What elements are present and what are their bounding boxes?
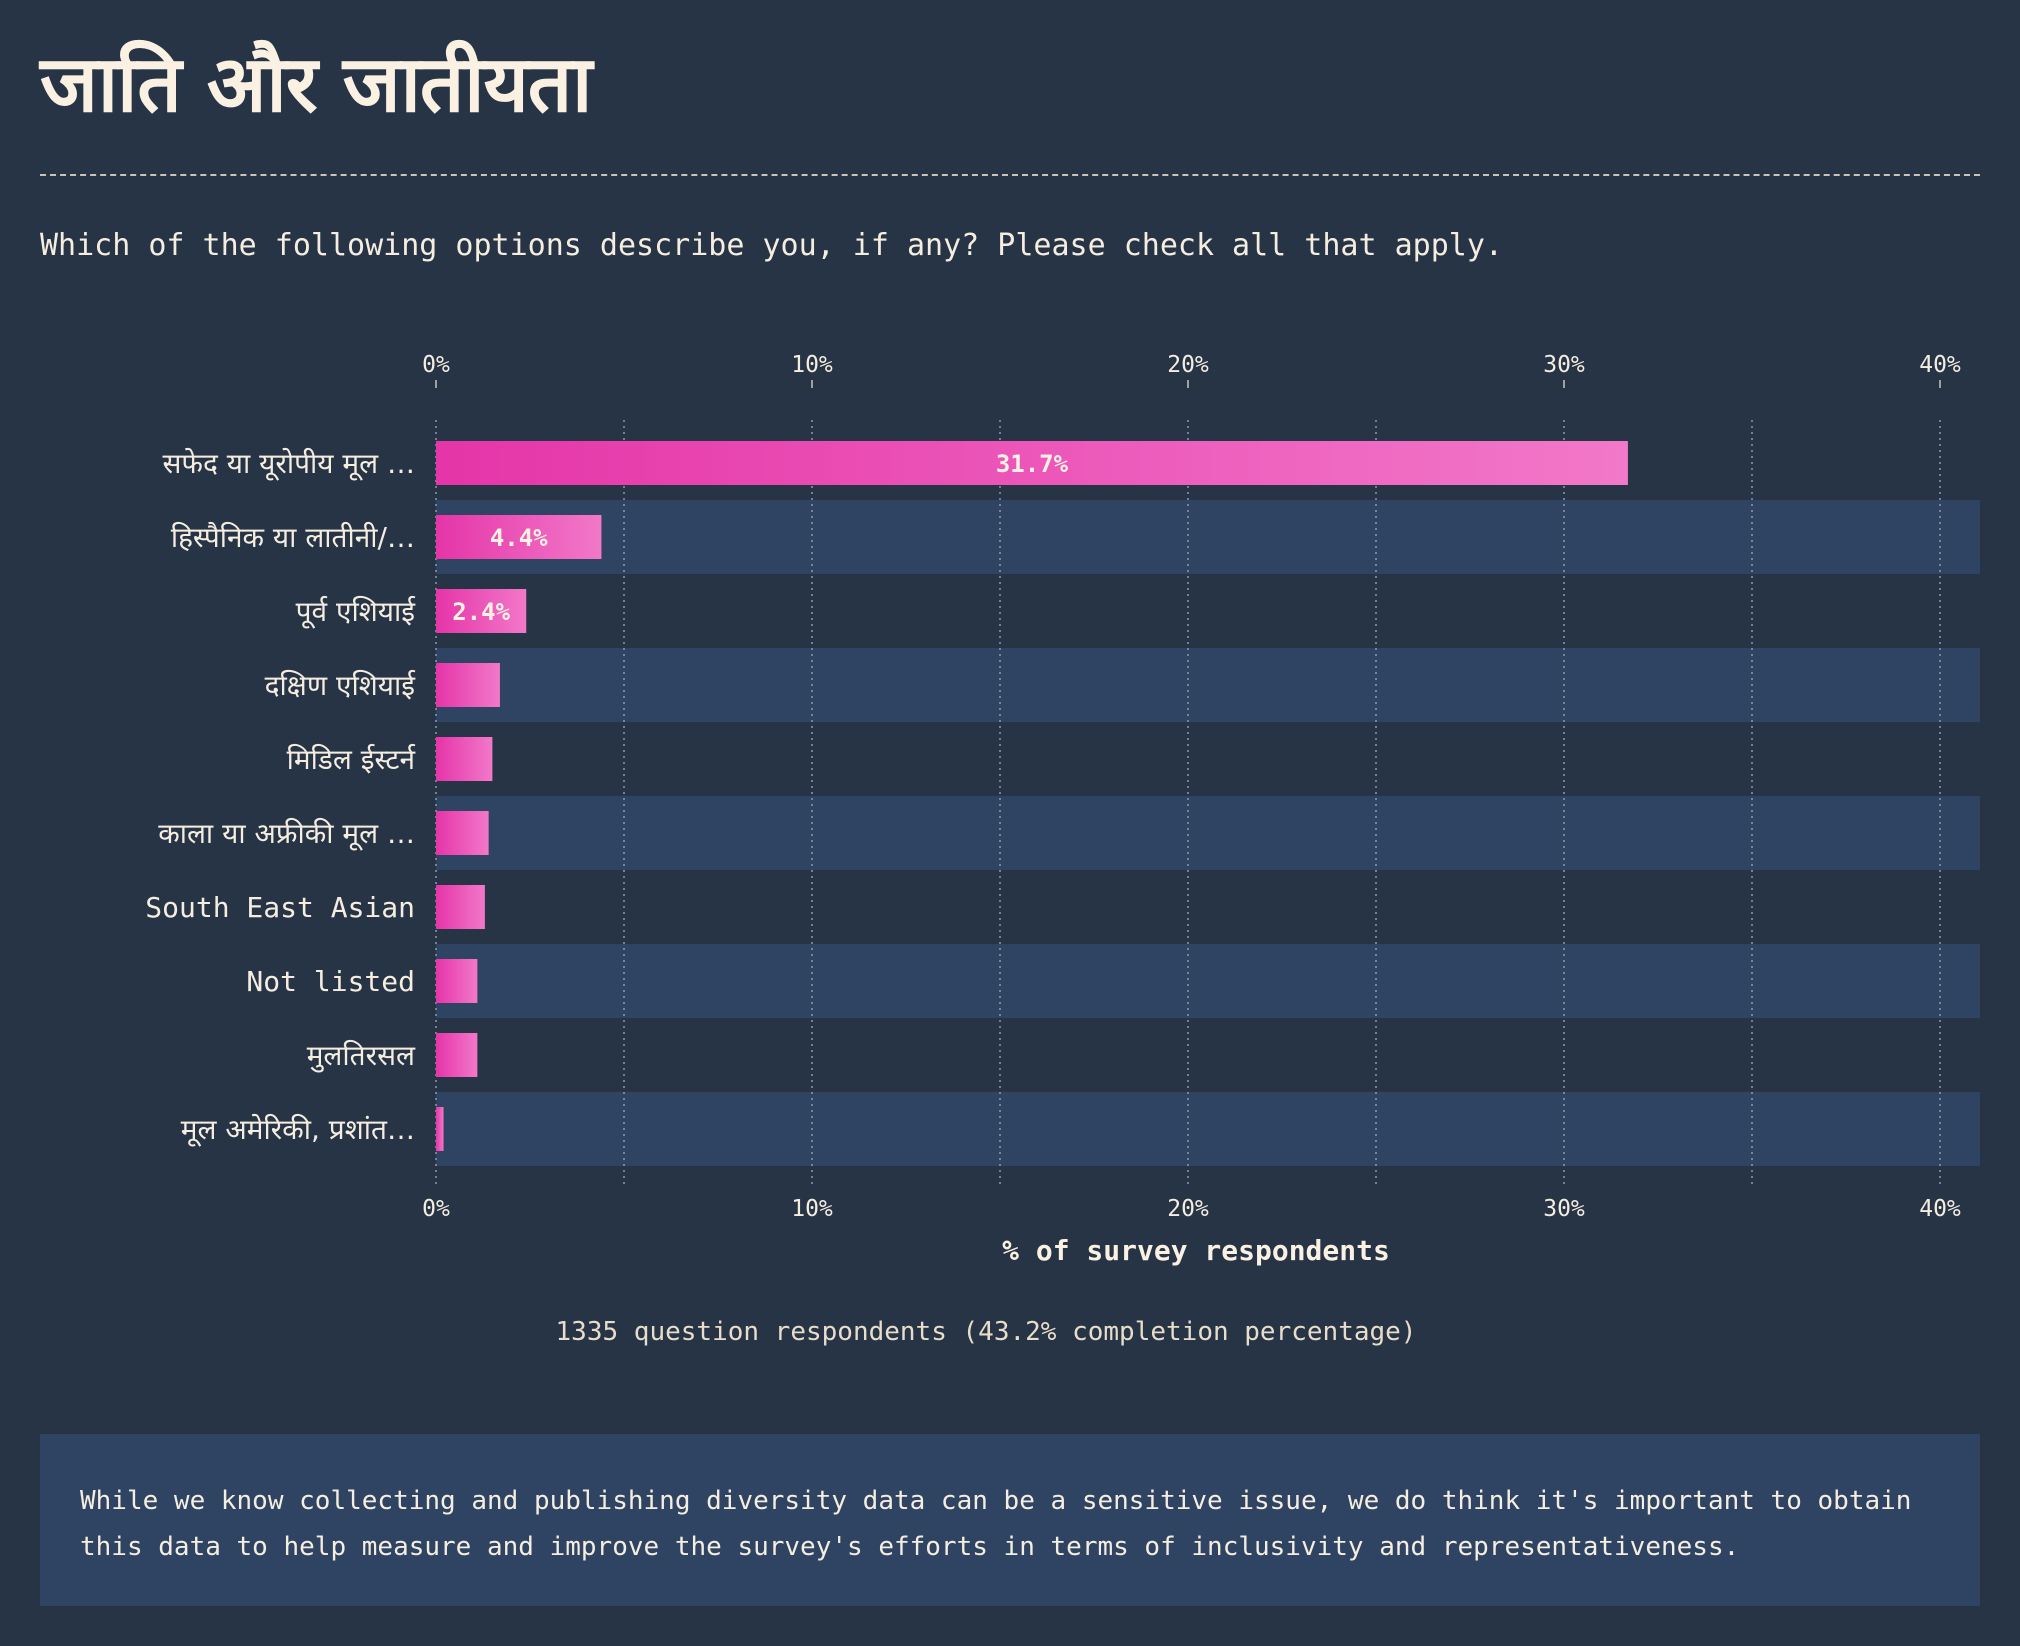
category-label: South East Asian xyxy=(145,891,415,924)
bar-value-label: 4.4% xyxy=(490,524,548,552)
x-tick-label-top: 30% xyxy=(1543,352,1585,378)
survey-question: Which of the following options describe … xyxy=(40,228,1503,263)
respondents-text: 1335 question respondents (43.2% complet… xyxy=(555,1317,1417,1347)
category-label: मूल अमेरिकी, प्रशांत… xyxy=(181,1113,415,1147)
ethnicity-bar-chart: सफेद या यूरोपीय मूल … 31.7% हिस्पैनिक या ल… xyxy=(145,352,1980,1267)
row-band xyxy=(436,648,1980,722)
bar xyxy=(436,663,500,707)
row-band xyxy=(436,944,1980,1018)
bar xyxy=(436,441,1628,485)
bar xyxy=(436,1033,478,1077)
x-tick-label-bottom: 30% xyxy=(1543,1196,1585,1222)
category-label: मिडिल ईस्टर्न xyxy=(287,743,416,776)
category-label: सफेद या यूरोपीय मूल … xyxy=(162,447,415,481)
title-divider xyxy=(40,174,1980,176)
bar-value-label: 2.4% xyxy=(452,598,510,626)
category-label: काला या अफ्रीकी मूल … xyxy=(158,817,415,851)
category-label: दक्षिण एशियाई xyxy=(265,669,417,702)
category-label: हिस्पैनिक या लातीनी/… xyxy=(171,521,415,554)
row-band xyxy=(436,500,1980,574)
x-tick-label-top: 40% xyxy=(1919,352,1961,378)
bar xyxy=(436,515,602,559)
x-tick-label-top: 10% xyxy=(791,352,833,378)
category-label: मुलतिरसल xyxy=(307,1039,416,1073)
x-tick-label-bottom: 0% xyxy=(422,1196,450,1222)
bar xyxy=(436,811,489,855)
bar xyxy=(436,737,493,781)
respondents-note: 1335 question respondents (43.2% complet… xyxy=(0,1314,2020,1350)
diversity-note-box: While we know collecting and publishing … xyxy=(40,1434,1980,1606)
bar-value-label: 31.7% xyxy=(996,450,1069,478)
bar xyxy=(436,589,527,633)
category-label: Not listed xyxy=(246,965,415,998)
x-tick-label-top: 0% xyxy=(422,352,450,378)
category-label: पूर्व एशियाई xyxy=(296,595,417,629)
bar xyxy=(436,1107,444,1151)
x-tick-label-bottom: 20% xyxy=(1167,1196,1209,1222)
x-tick-label-top: 20% xyxy=(1167,352,1209,378)
row-band xyxy=(436,1092,1980,1166)
diversity-note-text: While we know collecting and publishing … xyxy=(80,1486,1912,1562)
row-band xyxy=(436,796,1980,870)
x-tick-label-bottom: 40% xyxy=(1919,1196,1961,1222)
page-title: जाति और जातीयता xyxy=(40,40,592,130)
x-axis-title: % of survey respondents xyxy=(1002,1234,1390,1267)
bar xyxy=(436,885,485,929)
bar xyxy=(436,959,478,1003)
x-tick-label-bottom: 10% xyxy=(791,1196,833,1222)
